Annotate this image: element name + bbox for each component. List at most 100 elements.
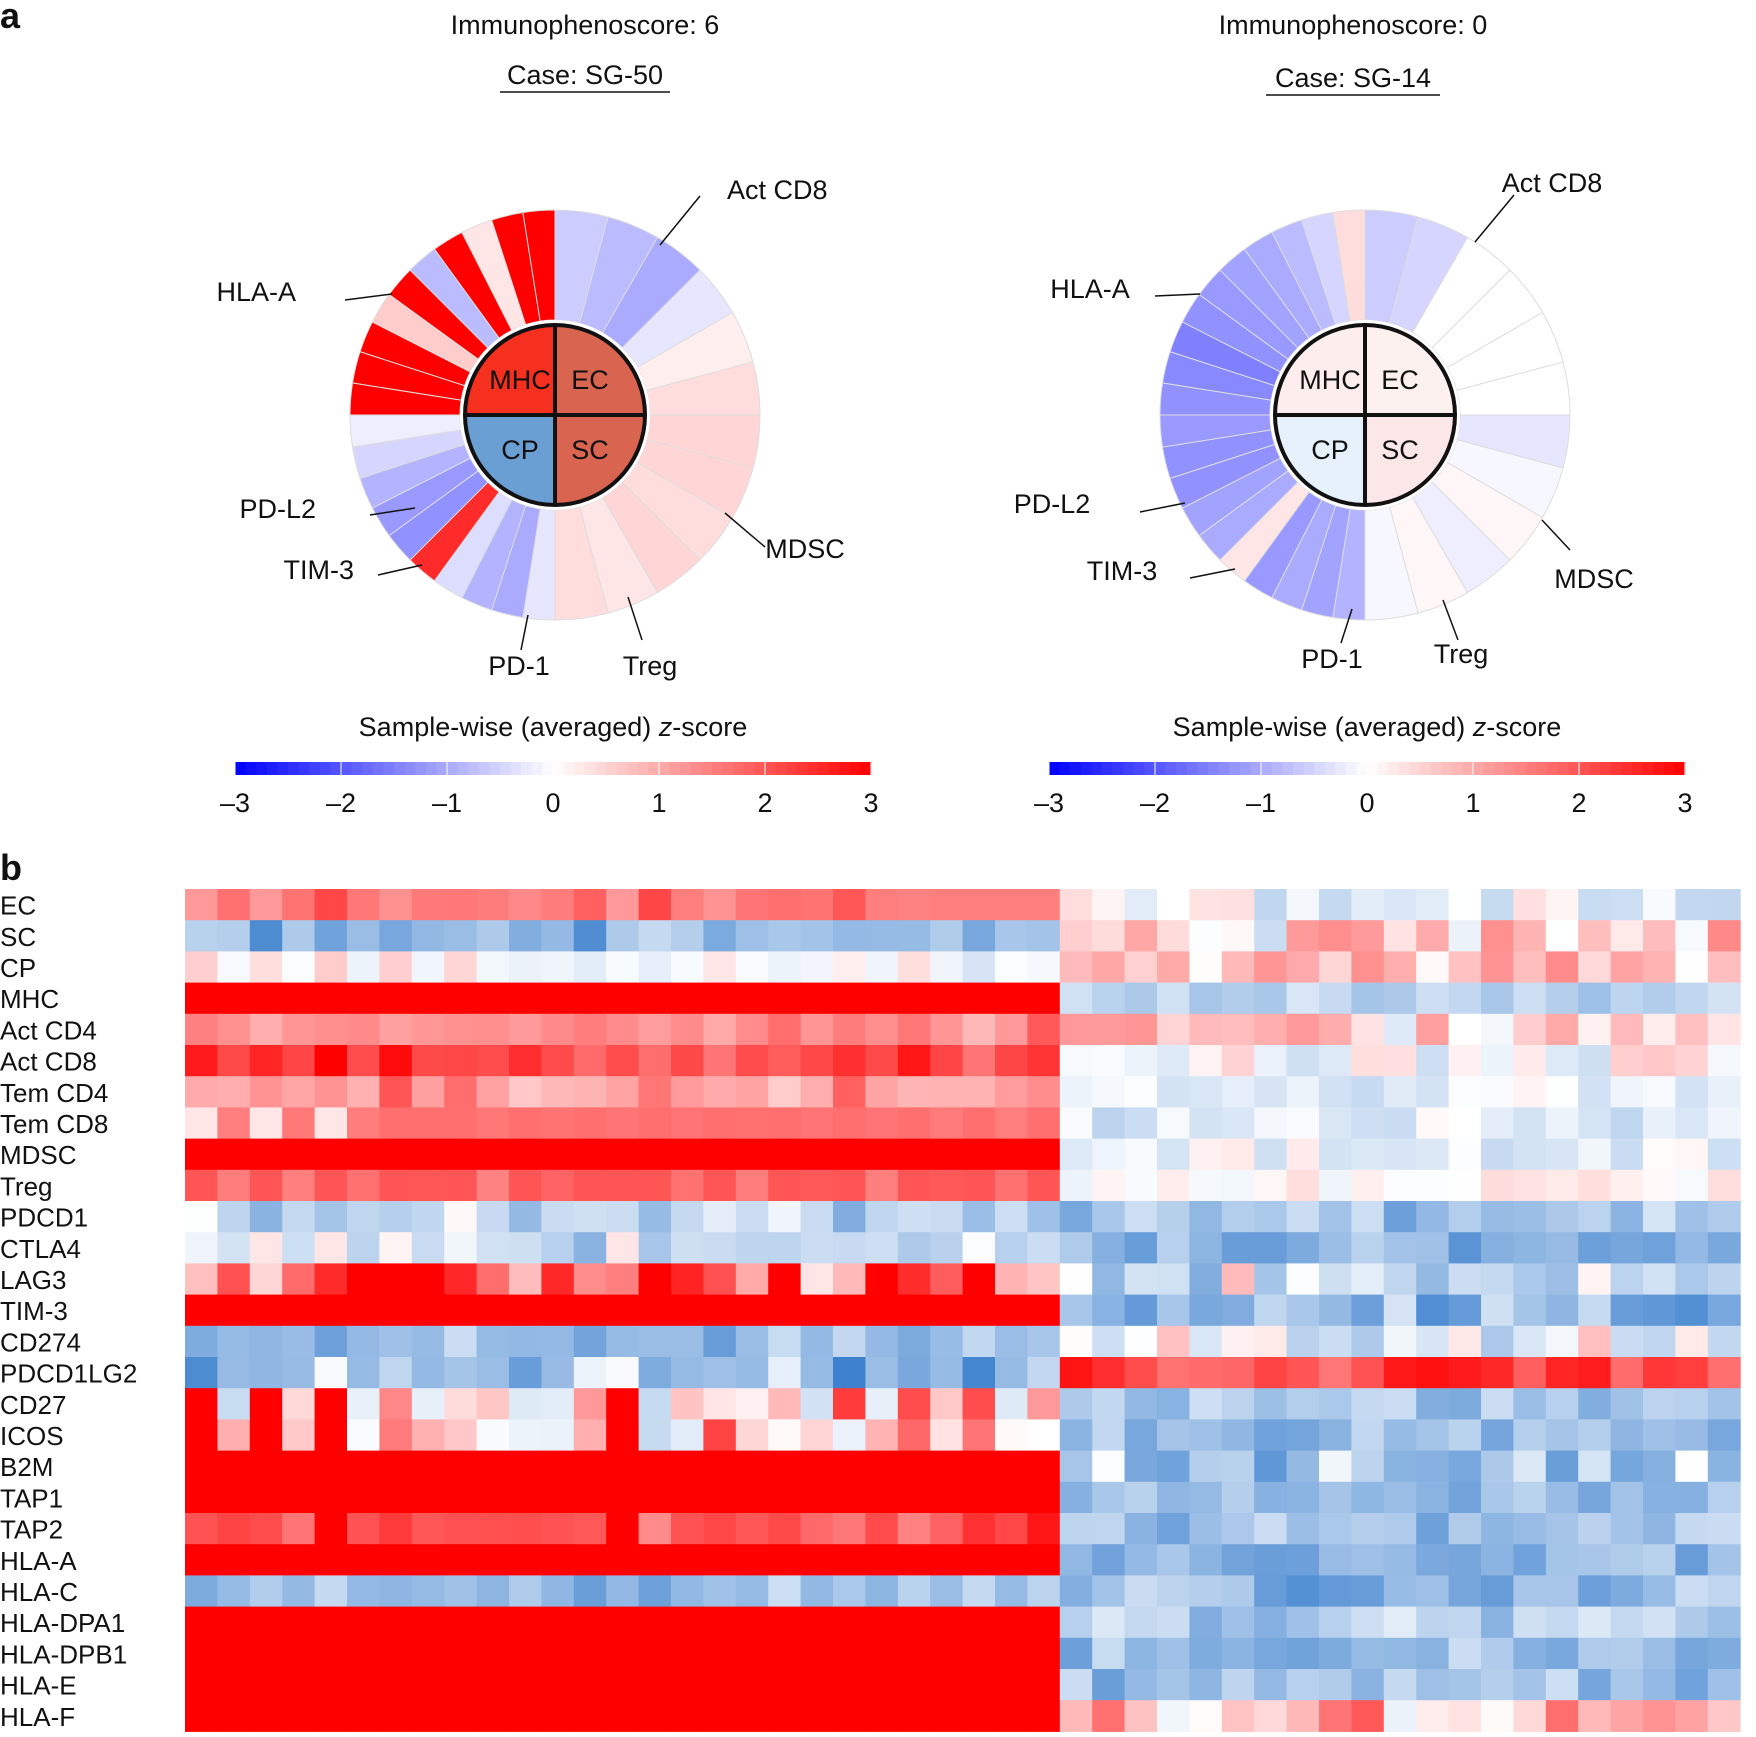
heatmap-cell	[897, 1575, 931, 1608]
heatmap-cell	[282, 1450, 316, 1483]
heatmap-cell	[347, 1169, 380, 1202]
heatmap-cell	[995, 1669, 1028, 1701]
heatmap-cell	[1319, 1700, 1352, 1732]
heatmap-cell	[1610, 951, 1644, 984]
heatmap-cell	[314, 1325, 348, 1358]
heatmap-cell	[573, 889, 607, 921]
heatmap-cell	[1578, 1606, 1612, 1639]
heatmap-cell	[995, 1201, 1028, 1233]
heatmap-cell	[800, 1294, 834, 1327]
heatmap-cell	[1254, 1263, 1288, 1296]
heatmap-cell	[1092, 1700, 1126, 1732]
heatmap-cell	[768, 1357, 802, 1389]
heatmap-cell	[1221, 1076, 1255, 1108]
heatmap-cell	[411, 1357, 445, 1389]
heatmap-cell	[930, 1419, 964, 1452]
heatmap-cell	[1448, 1637, 1482, 1670]
heatmap-cell	[1481, 1544, 1514, 1576]
heatmap-cell	[1383, 920, 1417, 952]
heatmap-cell	[1351, 1045, 1385, 1077]
heatmap-cell	[282, 1388, 316, 1420]
heatmap-cell	[1707, 1169, 1741, 1202]
heatmap-cell	[703, 1700, 737, 1732]
heatmap-cell	[314, 1606, 348, 1639]
heatmap-cell	[1610, 1513, 1644, 1545]
heatmap-cell	[671, 1544, 704, 1576]
heatmap-cell	[411, 1138, 445, 1171]
heatmap-cell	[1610, 1294, 1644, 1327]
heatmap-cell	[1578, 1263, 1612, 1296]
heatmap-cell	[930, 982, 964, 1015]
quadrant-label: SC	[1381, 435, 1419, 465]
heatmap-cell	[1513, 1513, 1547, 1545]
colorbar-tick-label: 1	[651, 788, 666, 818]
heatmap-cell	[995, 982, 1028, 1015]
heatmap-cell	[185, 1325, 218, 1358]
heatmap-cell	[735, 1513, 769, 1545]
heatmap-cell	[1643, 1700, 1676, 1732]
colorbar-swatch	[468, 762, 480, 775]
heatmap-cell	[1059, 920, 1093, 952]
heatmap-cell	[314, 982, 348, 1015]
heatmap-cell	[1254, 1544, 1288, 1576]
heatmap-cell	[411, 1107, 445, 1140]
heatmap-cell	[1513, 1450, 1547, 1483]
heatmap-cell	[1254, 1357, 1288, 1389]
heatmap-cell	[444, 889, 478, 921]
heatmap-cell	[249, 1232, 283, 1264]
heatmap-cell	[1319, 1232, 1352, 1264]
colorbar-swatch	[510, 762, 522, 775]
heatmap-cell	[1027, 1357, 1061, 1389]
heatmap-cell	[833, 1013, 866, 1046]
colorbar-swatch	[362, 762, 374, 775]
heatmap-cell	[1610, 1325, 1644, 1358]
heatmap-cell	[638, 1637, 672, 1670]
heatmap-cell	[509, 1138, 542, 1171]
heatmap-cell	[379, 1419, 413, 1452]
heatmap-cell	[1351, 951, 1385, 984]
heatmap-cell	[1319, 1138, 1352, 1171]
heatmap-cell	[897, 1450, 931, 1483]
heatmap-cell	[1513, 1201, 1547, 1233]
heatmap-cell	[930, 951, 964, 984]
heatmap-cell	[379, 1232, 413, 1264]
heatmap-cell	[1481, 1450, 1514, 1483]
heatmap-cell	[1513, 1606, 1547, 1639]
heatmap-cell	[314, 1669, 348, 1701]
heatmap-cell	[768, 1700, 802, 1732]
heatmap-cell	[833, 1544, 866, 1576]
heatmap-cell	[1643, 1513, 1676, 1545]
heatmap-cell	[444, 1169, 478, 1202]
heatmap-row-label: TAP1	[0, 1483, 63, 1513]
heatmap-cell	[1027, 1450, 1061, 1483]
heatmap-cell	[1351, 1419, 1385, 1452]
segment-label: Treg	[623, 651, 678, 681]
heatmap-cell	[1254, 1325, 1288, 1358]
heatmap-cell	[703, 1201, 737, 1233]
heatmap-cell	[930, 1201, 964, 1233]
colorbar-swatch	[1091, 762, 1103, 775]
heatmap-cell	[1027, 1325, 1061, 1358]
heatmap-row-label: HLA-F	[0, 1702, 75, 1732]
heatmap-cell	[1254, 951, 1288, 984]
heatmap-cell	[1578, 1138, 1612, 1171]
heatmap-cell	[1513, 982, 1547, 1015]
heatmap-cell	[1351, 1544, 1385, 1576]
heatmap-cell	[995, 1700, 1028, 1732]
heatmap-row-label: EC	[0, 891, 36, 921]
heatmap-cell	[1707, 1138, 1741, 1171]
heatmap-row-label: HLA-C	[0, 1577, 78, 1607]
colorbar-tick-label: 3	[863, 788, 878, 818]
heatmap-cell	[1124, 889, 1158, 921]
heatmap-cell	[1124, 1450, 1158, 1483]
colorbar-swatch	[351, 762, 363, 775]
heatmap-cell	[509, 1544, 542, 1576]
heatmap-cell	[897, 889, 931, 921]
heatmap-cell	[347, 1513, 380, 1545]
heatmap-row-label: PDCD1	[0, 1203, 88, 1233]
heatmap-cell	[1221, 1575, 1255, 1608]
heatmap-cell	[249, 1700, 283, 1732]
heatmap-cell	[541, 1294, 575, 1327]
heatmap-cell	[606, 982, 640, 1015]
